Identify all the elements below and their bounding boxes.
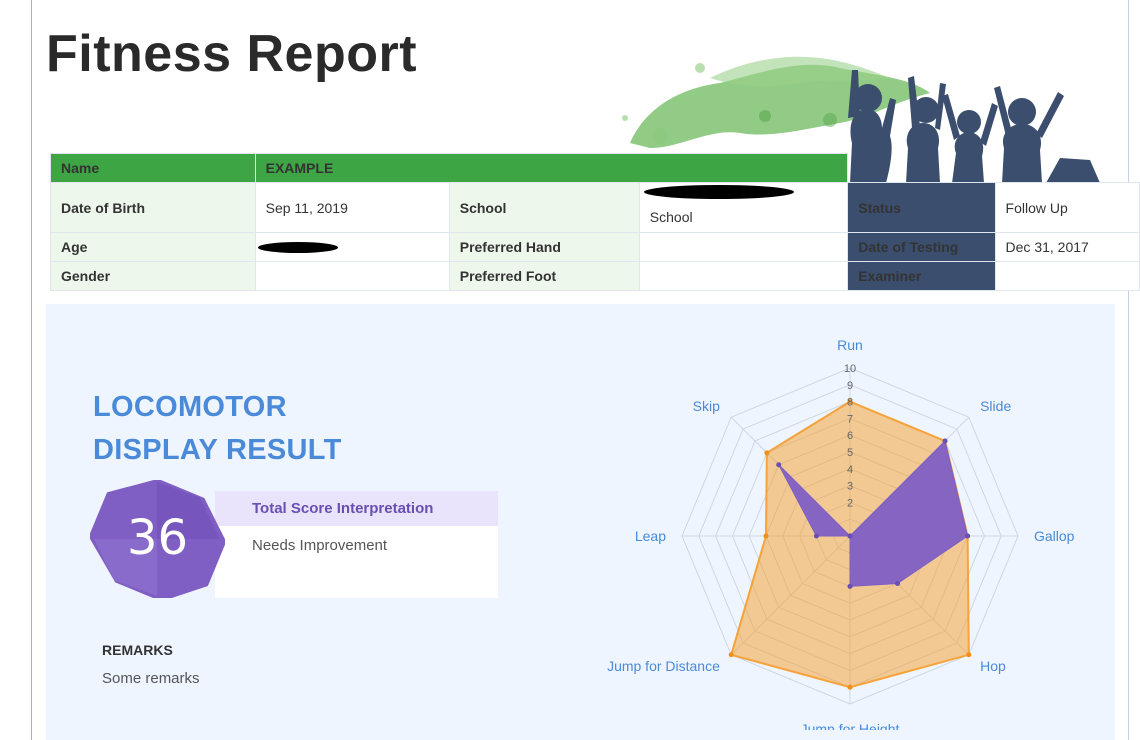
radar-data-point bbox=[728, 652, 734, 658]
preferred-hand-value bbox=[638, 232, 849, 262]
radar-tick-label: 6 bbox=[847, 430, 853, 442]
radar-data-point bbox=[847, 583, 853, 589]
radar-data-point bbox=[813, 533, 819, 539]
radar-tick-label: 3 bbox=[847, 481, 853, 493]
radar-data-point bbox=[847, 399, 853, 405]
info-row-3: Gender Preferred Foot Examiner bbox=[50, 261, 1140, 291]
radar-tick-label: 7 bbox=[847, 413, 853, 425]
radar-tick-label: 8 bbox=[847, 397, 853, 409]
total-score: 36 bbox=[126, 510, 189, 566]
redaction-mark bbox=[643, 185, 794, 199]
redaction-mark bbox=[257, 241, 338, 253]
radar-data-point bbox=[776, 462, 782, 468]
radar-axis-label: Leap bbox=[635, 528, 666, 544]
radar-tick-label: 2 bbox=[847, 497, 853, 509]
name-label: Name bbox=[50, 153, 256, 183]
interpretation-title: Total Score Interpretation bbox=[215, 491, 498, 526]
dob-label-text: Date of Birth bbox=[61, 199, 145, 216]
preferred-hand-label: Preferred Hand bbox=[448, 232, 640, 262]
radar-data-point bbox=[966, 652, 972, 658]
page-border-right bbox=[1128, 0, 1129, 740]
result-heading: LOCOMOTOR DISPLAY RESULT bbox=[93, 386, 342, 472]
radar-axis-label: Skip bbox=[693, 398, 720, 414]
score-card: Total Score Interpretation Needs Improve… bbox=[90, 480, 498, 598]
school-label: School bbox=[448, 182, 640, 233]
remarks-title: REMARKS bbox=[102, 642, 173, 658]
age-label: Age bbox=[50, 232, 256, 262]
result-heading-line1: LOCOMOTOR bbox=[93, 391, 287, 423]
interpretation-value: Needs Improvement bbox=[215, 526, 498, 598]
kids-silhouette-image bbox=[848, 70, 1100, 183]
radar-tick-label: 9 bbox=[847, 380, 853, 392]
radar-axis-label: Gallop bbox=[1034, 528, 1075, 544]
page-border-left bbox=[31, 0, 32, 740]
gender-value bbox=[254, 261, 450, 291]
radar-axis-label: Slide bbox=[980, 398, 1011, 414]
radar-axis-label: Run bbox=[837, 340, 863, 353]
locomotor-radar-chart: 2 3 4 5 6 7 8 9 10 Run Slide Gallop Hop Jump for Heig… bbox=[607, 340, 1075, 730]
score-octagon-icon bbox=[90, 480, 225, 598]
preferred-foot-value bbox=[638, 261, 849, 291]
radar-axis-label: Jump for Distance bbox=[607, 658, 720, 674]
school-value-text: School bbox=[649, 209, 693, 225]
dob-label: Date of Birth bbox=[50, 182, 256, 233]
dob-value: Sep 11, 2019 bbox=[254, 182, 450, 233]
radar-tick-label: 10 bbox=[844, 363, 856, 375]
age-value bbox=[254, 232, 450, 262]
remarks-text: Some remarks bbox=[102, 670, 200, 687]
radar-data-point bbox=[847, 533, 853, 539]
radar-data-point bbox=[763, 533, 769, 539]
info-row-1: Date of Birth Sep 11, 2019 School School… bbox=[50, 182, 1140, 233]
radar-axis-label: Hop bbox=[980, 658, 1006, 674]
date-of-testing-value: Dec 31, 2017 bbox=[994, 232, 1140, 262]
radar-data-point bbox=[942, 438, 948, 444]
radar-tick-label: 5 bbox=[847, 447, 853, 459]
student-info-table: Name EXAMPLE Date of Birth Sep 11, 2019 … bbox=[50, 153, 1140, 291]
date-of-testing-label: Date of Testing bbox=[847, 232, 996, 262]
preferred-foot-label: Preferred Foot bbox=[448, 261, 640, 291]
radar-data-point bbox=[895, 581, 901, 587]
gender-label: Gender bbox=[50, 261, 256, 291]
radar-data-point bbox=[764, 450, 770, 456]
radar-data-point bbox=[847, 684, 853, 690]
result-heading-line2: DISPLAY RESULT bbox=[93, 434, 342, 466]
radar-tick-label: 4 bbox=[847, 464, 853, 476]
examiner-value bbox=[994, 261, 1140, 291]
status-value: Follow Up bbox=[994, 182, 1140, 233]
examiner-label: Examiner bbox=[847, 261, 996, 291]
report-title: Fitness Report bbox=[46, 25, 418, 83]
info-row-2: Age Preferred Hand Date of Testing Dec 3… bbox=[50, 232, 1140, 262]
name-row: Name EXAMPLE bbox=[50, 153, 1140, 183]
radar-axis-label: Jump for Height bbox=[801, 721, 900, 730]
status-label: Status bbox=[847, 182, 996, 233]
celebration-banner-image bbox=[622, 56, 1100, 183]
name-row-spacer bbox=[848, 154, 1140, 183]
name-value: EXAMPLE bbox=[254, 153, 849, 183]
radar-data-point bbox=[965, 533, 971, 539]
school-value: School bbox=[638, 182, 849, 233]
